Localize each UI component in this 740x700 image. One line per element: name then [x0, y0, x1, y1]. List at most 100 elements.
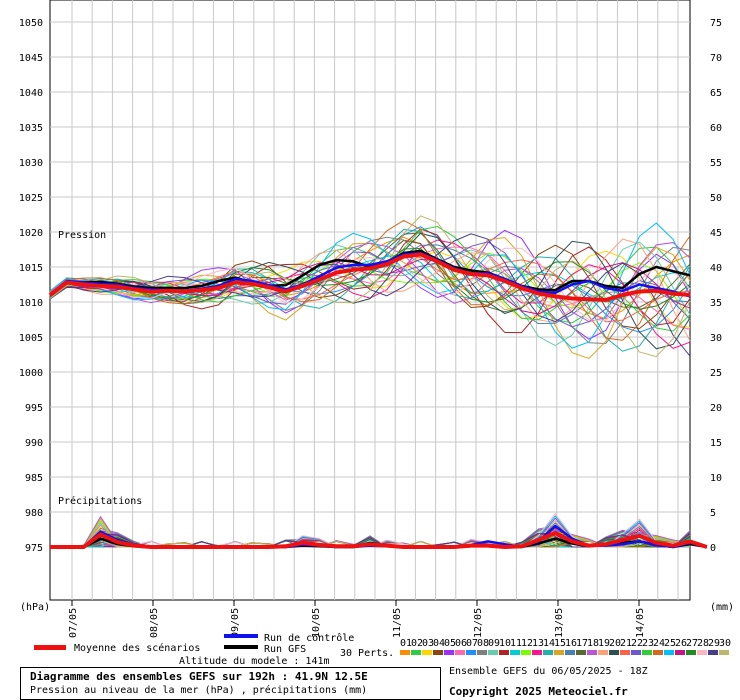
axis-ticks: 9759809859909951000100510101015102010251… — [19, 18, 722, 638]
pert-code-label: 08 — [477, 638, 489, 649]
pert-code-label: 22 — [631, 638, 643, 649]
y-right-tick-label: 25 — [710, 368, 722, 379]
legend-gfs-swatch — [224, 645, 258, 649]
pert-swatch — [565, 650, 575, 655]
pert-code-label: 01 — [400, 638, 412, 649]
perturbation-pressure-line — [49, 219, 691, 341]
pert-swatch — [510, 650, 520, 655]
y-left-tick-label: 995 — [25, 403, 43, 414]
y-right-tick-label: 10 — [710, 473, 722, 484]
perturbation-pressure-line — [49, 225, 691, 332]
pert-swatch — [433, 650, 443, 655]
x-tick-label: 13/05 — [554, 608, 565, 638]
x-tick-label: 08/05 — [149, 608, 160, 638]
pert-code-label: 12 — [521, 638, 533, 649]
pert-swatch — [576, 650, 586, 655]
altitude-label: Altitude du modele : 141m — [179, 656, 330, 667]
pert-swatch — [554, 650, 564, 655]
x-tick-label: 10/05 — [311, 608, 322, 638]
y-right-tick-label: 5 — [710, 508, 716, 519]
pert-code-label: 26 — [675, 638, 687, 649]
x-tick-label: 12/05 — [473, 608, 484, 638]
pert-code-label: 20 — [609, 638, 621, 649]
pert-code-label: 07 — [466, 638, 478, 649]
pressure-section-label: Pression — [58, 230, 106, 241]
pert-code-label: 11 — [510, 638, 522, 649]
perturbation-pressure-line — [49, 236, 691, 344]
y-right-tick-label: 0 — [710, 543, 716, 554]
pert-code-label: 13 — [532, 638, 544, 649]
legend-mean-label: Moyenne des scénarios — [74, 642, 200, 654]
legend-control-label: Run de contrôle — [264, 632, 354, 644]
y-left-tick-label: 1030 — [19, 158, 43, 169]
pert-code-label: 10 — [499, 638, 511, 649]
pert-swatch — [455, 650, 465, 655]
right-unit-label: (mm) — [710, 602, 734, 613]
pert-swatch — [642, 650, 652, 655]
perturbation-pressure-line — [49, 247, 691, 321]
pert-swatch — [620, 650, 630, 655]
pert-swatch — [587, 650, 597, 655]
title-box — [20, 667, 441, 700]
y-left-tick-label: 1040 — [19, 88, 43, 99]
left-unit-label: (hPa) — [20, 602, 50, 613]
pert-swatch — [708, 650, 718, 655]
x-tick-label: 11/05 — [392, 608, 403, 638]
legend-perts-label: 30 Perts. — [340, 648, 394, 659]
pert-swatch — [488, 650, 498, 655]
footer-run: Ensemble GEFS du 06/05/2025 - 18Z — [449, 666, 648, 677]
y-right-tick-label: 55 — [710, 158, 722, 169]
pert-swatch — [697, 650, 707, 655]
legend-gfs-label: Run GFS — [264, 644, 306, 655]
y-left-tick-label: 1050 — [19, 18, 43, 29]
y-right-tick-label: 40 — [710, 263, 722, 274]
pert-swatch — [653, 650, 663, 655]
perturbation-legend: 0102030405060708091011121314151617181920… — [400, 638, 731, 655]
pert-swatch — [675, 650, 685, 655]
y-left-tick-label: 1015 — [19, 263, 43, 274]
series-precip-line — [50, 530, 708, 550]
pert-swatch — [466, 650, 476, 655]
y-left-tick-label: 990 — [25, 438, 43, 449]
y-right-tick-label: 35 — [710, 298, 722, 309]
pert-code-label: 02 — [411, 638, 423, 649]
y-right-tick-label: 60 — [710, 123, 722, 134]
pert-code-label: 24 — [653, 638, 665, 649]
y-left-tick-label: 1000 — [19, 368, 43, 379]
y-right-tick-label: 30 — [710, 333, 722, 344]
y-right-tick-label: 15 — [710, 438, 722, 449]
pert-swatch — [499, 650, 509, 655]
y-right-tick-label: 70 — [710, 53, 722, 64]
pert-code-label: 06 — [455, 638, 467, 649]
pert-code-label: 21 — [620, 638, 632, 649]
pert-code-label: 27 — [686, 638, 698, 649]
y-left-tick-label: 1010 — [19, 298, 43, 309]
pert-swatch — [598, 650, 608, 655]
y-right-tick-label: 45 — [710, 228, 722, 239]
y-left-tick-label: 1025 — [19, 193, 43, 204]
y-left-tick-label: 1020 — [19, 228, 43, 239]
y-left-tick-label: 985 — [25, 473, 43, 484]
y-left-tick-label: 1035 — [19, 123, 43, 134]
y-left-tick-label: 980 — [25, 508, 43, 519]
pert-swatch — [422, 650, 432, 655]
legend-mean-swatch — [34, 645, 66, 650]
pert-swatch — [400, 650, 410, 655]
pert-code-label: 25 — [664, 638, 676, 649]
pert-swatch — [444, 650, 454, 655]
footer-title: Diagramme des ensembles GEFS sur 192h : … — [30, 670, 368, 683]
y-right-tick-label: 50 — [710, 193, 722, 204]
y-left-tick-label: 1005 — [19, 333, 43, 344]
pert-swatch — [631, 650, 641, 655]
pert-code-label: 23 — [642, 638, 654, 649]
pert-code-label: 09 — [488, 638, 500, 649]
perturbation-pressure-line — [49, 215, 691, 358]
pert-swatch — [477, 650, 487, 655]
y-right-tick-label: 65 — [710, 88, 722, 99]
pert-code-label: 17 — [576, 638, 588, 649]
pert-code-label: 18 — [587, 638, 599, 649]
x-tick-label: 07/05 — [68, 608, 79, 638]
perturbation-pressure-line — [49, 242, 691, 323]
pert-swatch — [686, 650, 696, 655]
